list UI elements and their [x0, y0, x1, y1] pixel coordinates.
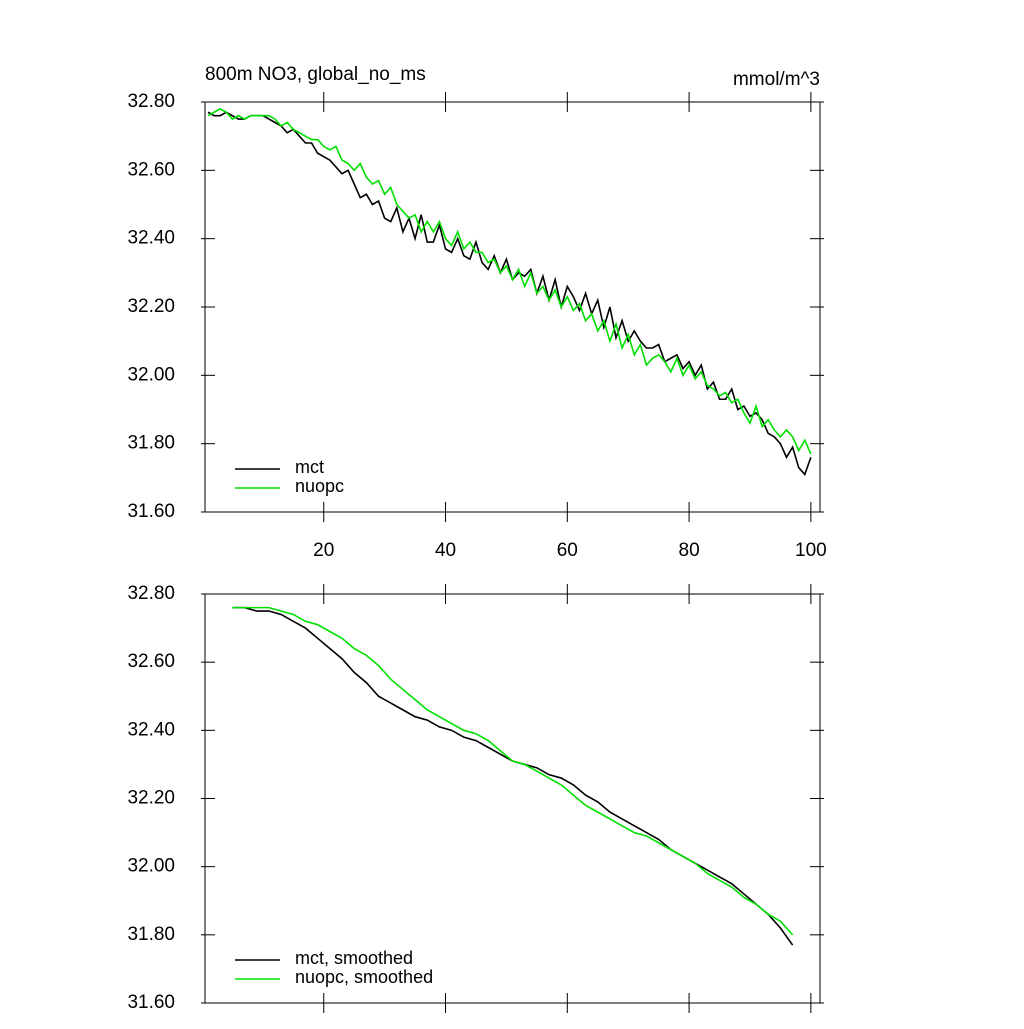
data-line — [232, 606, 794, 946]
y-tick-label: 32.40 — [127, 228, 175, 249]
legend-label: nuopc — [295, 476, 344, 496]
x-tick-label: 100 — [795, 540, 827, 561]
x-tick-label: 80 — [679, 540, 700, 561]
data-line — [207, 111, 812, 476]
x-tick-label: 20 — [313, 540, 334, 561]
legend-label: mct, smoothed — [295, 948, 413, 968]
y-tick-label: 31.80 — [127, 433, 175, 454]
y-tick-label: 31.80 — [127, 924, 175, 945]
x-tick-label: 60 — [557, 540, 578, 561]
data-line — [207, 107, 812, 455]
y-tick-label: 32.60 — [127, 159, 175, 180]
y-tick-label: 32.00 — [127, 364, 175, 385]
legend-label: mct — [295, 457, 324, 477]
y-tick-label: 32.20 — [127, 788, 175, 809]
legend-label: nuopc, smoothed — [295, 967, 433, 987]
y-tick-label: 32.20 — [127, 296, 175, 317]
y-tick-label: 32.80 — [127, 91, 175, 112]
x-tick-label: 40 — [435, 540, 456, 561]
units-label: mmol/m^3 — [733, 69, 820, 90]
y-tick-label: 31.60 — [127, 501, 175, 522]
chart-title: 800m NO3, global_no_ms — [205, 64, 426, 85]
y-tick-label: 32.40 — [127, 719, 175, 740]
y-tick-label: 32.80 — [127, 583, 175, 604]
data-line — [232, 606, 794, 936]
y-tick-label: 32.00 — [127, 856, 175, 877]
plot-frame — [204, 101, 821, 513]
plot-frame — [204, 593, 821, 1004]
y-tick-label: 32.60 — [127, 651, 175, 672]
y-tick-label: 31.60 — [127, 992, 175, 1013]
